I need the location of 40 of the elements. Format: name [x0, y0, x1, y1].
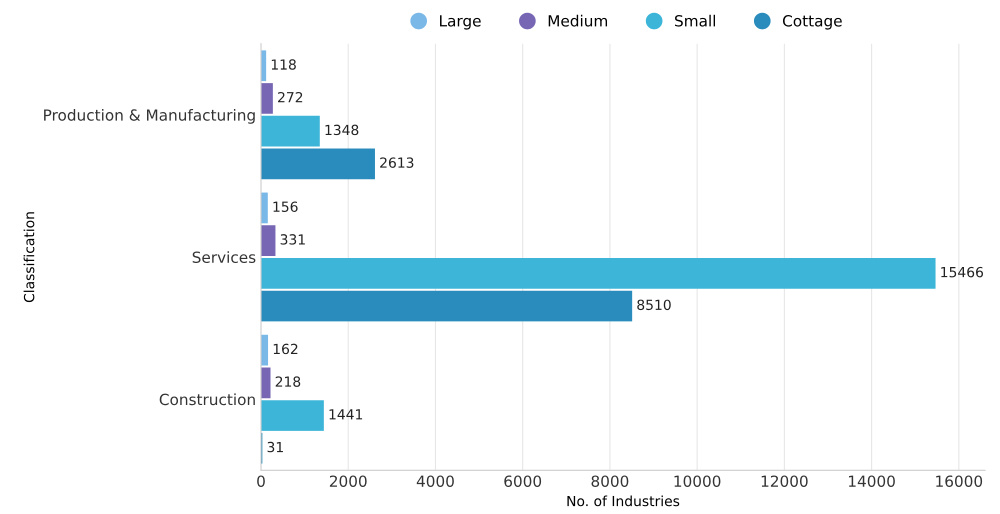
bar	[261, 400, 324, 431]
y-tick-label: Construction	[160, 393, 255, 406]
data-label: 8510	[637, 300, 671, 310]
x-tick-label: 0	[257, 475, 265, 487]
bar	[261, 116, 320, 147]
data-label: 1441	[330, 409, 362, 420]
bar	[261, 334, 268, 366]
data-label: 156	[273, 201, 298, 212]
y-axis-title: Classification	[24, 212, 34, 302]
legend-label: Medium	[548, 14, 608, 27]
x-tick-label: 8000	[592, 475, 628, 487]
x-tick-label: 2000	[330, 475, 367, 487]
x-tick-label: 6000	[504, 475, 542, 487]
legend-label: Cottage	[782, 15, 842, 30]
x-tick-label: 14000	[848, 475, 895, 487]
data-label: 2613	[380, 157, 414, 168]
y-tick-label: Production & Manufacturing	[44, 108, 255, 124]
bar	[261, 148, 375, 180]
data-label: 1348	[325, 124, 358, 136]
bar	[261, 225, 276, 256]
bar	[261, 192, 268, 224]
bar	[261, 258, 936, 289]
data-label: 331	[280, 234, 305, 245]
data-label: 118	[272, 59, 296, 70]
data-label: 218	[276, 376, 300, 387]
data-label: 162	[274, 344, 298, 354]
bar	[261, 367, 271, 398]
x-tick-label: 12000	[762, 475, 808, 487]
bar	[261, 83, 273, 114]
x-tick-label: 16000	[936, 475, 982, 487]
y-tick-label: Services	[192, 251, 256, 264]
data-label: 15466	[941, 266, 984, 278]
legend-label: Small	[675, 14, 716, 27]
data-label: 31	[268, 442, 283, 452]
x-tick-label: 10000	[674, 475, 720, 487]
x-tick-label: 4000	[416, 475, 454, 487]
x-axis-title: No. of Industries	[567, 496, 680, 506]
data-label: 272	[278, 92, 302, 102]
bar	[261, 290, 632, 322]
legend-label: Large	[440, 15, 481, 30]
